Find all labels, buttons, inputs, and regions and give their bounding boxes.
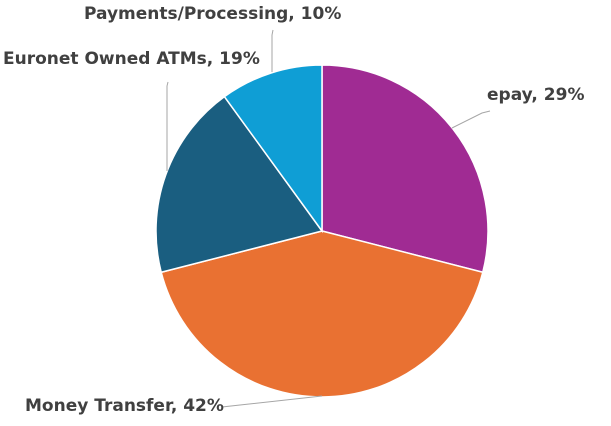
leader-line-money-transfer (221, 395, 323, 408)
data-label-money-transfer: Money Transfer, 42% (25, 396, 224, 416)
leader-line-euronet-owned-atms (166, 81, 169, 171)
data-label-payments-processing: Payments/Processing, 10% (84, 4, 341, 24)
data-label-epay: epay, 29% (487, 85, 584, 105)
leader-lines (166, 29, 491, 408)
pie-slice-epay (321, 64, 489, 274)
pie-slices (155, 64, 489, 398)
leader-line-epay (451, 110, 491, 129)
pie-slice-euronet-owned-atms (155, 95, 324, 274)
pie-slice-payments-processing (223, 64, 323, 234)
data-labels: epay, 29% Money Transfer, 42% Euronet Owne… (3, 4, 584, 416)
pie-slice-money-transfer (160, 230, 484, 398)
leader-line-payments-processing (271, 29, 274, 72)
data-label-euronet-owned-atms: Euronet Owned ATMs, 19% (3, 49, 260, 69)
